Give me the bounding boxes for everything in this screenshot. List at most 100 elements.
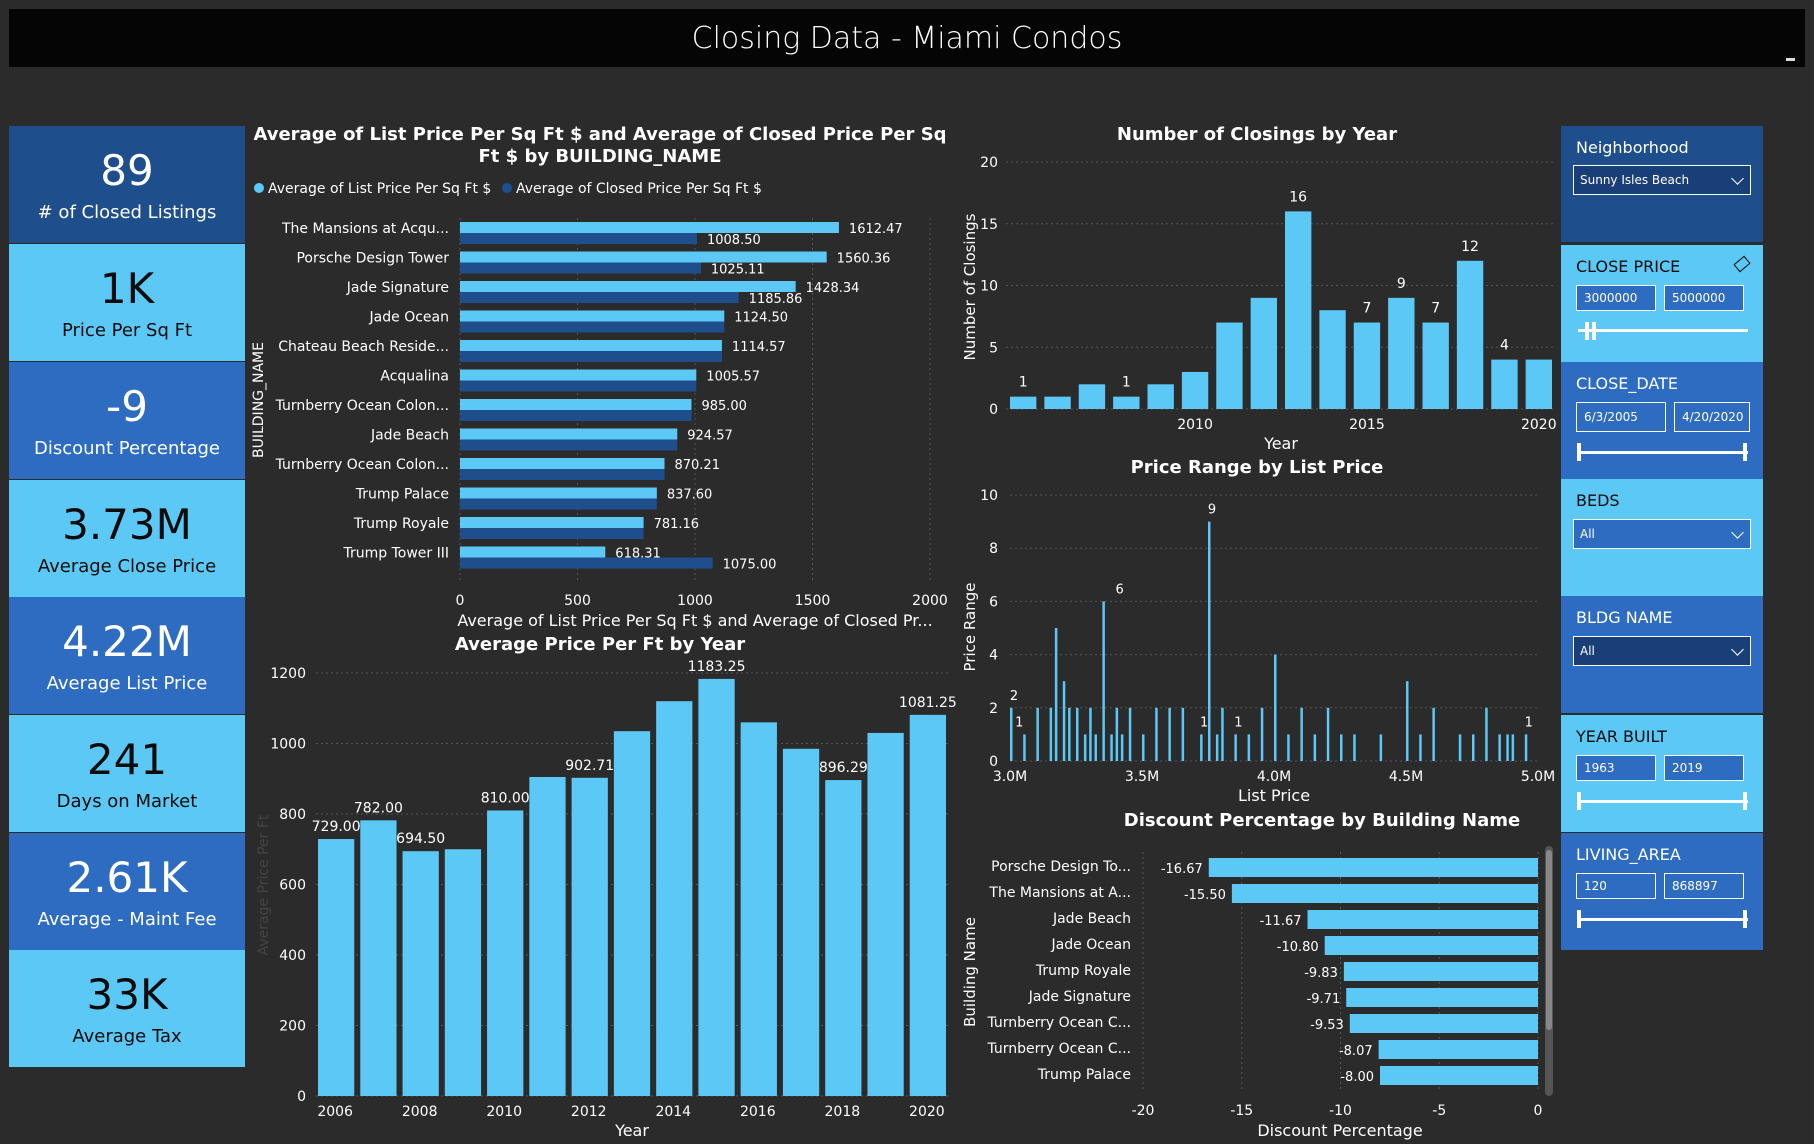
data-label: 1025.11 <box>711 263 765 278</box>
kpi-price-per-sqft: 1K Price Per Sq Ft <box>9 244 245 361</box>
x-tick-label: -20 <box>1132 1103 1155 1119</box>
x-axis-title: List Price <box>1238 786 1310 805</box>
y-axis-title: Number of Closings <box>961 213 979 360</box>
close-date-end-input[interactable]: 4/20/2020 <box>1674 402 1750 432</box>
data-label: 782.00 <box>354 800 403 816</box>
y-tick-label: 4 <box>989 648 998 664</box>
y-tick-label: 2 <box>989 701 998 717</box>
data-label: 1 <box>1200 715 1208 730</box>
data-label: -9.53 <box>1310 1018 1344 1033</box>
data-label: 1612.47 <box>849 222 903 237</box>
bar <box>1274 654 1277 761</box>
y-tick-label: 10 <box>980 488 998 504</box>
year-built-min-input[interactable]: 1963 <box>1576 755 1656 781</box>
living-area-slider-track[interactable] <box>1578 918 1748 921</box>
legend-label: Average of Closed Price Per Sq Ft $ <box>516 181 762 197</box>
kpi-value: -9 <box>106 382 148 431</box>
bar <box>1287 734 1290 761</box>
kpi-value: 241 <box>86 735 168 784</box>
kpi-days-on-market: 241 Days on Market <box>9 715 245 832</box>
eraser-icon[interactable] <box>1733 255 1751 273</box>
data-label: -10.80 <box>1277 940 1319 955</box>
x-tick-label: 1500 <box>795 593 831 609</box>
close-price-slider-handle-max[interactable] <box>1592 322 1596 340</box>
y-tick-label: 0 <box>989 402 998 418</box>
x-tick-label: -5 <box>1432 1103 1446 1119</box>
data-label: 1075.00 <box>723 558 777 573</box>
x-tick-label: -15 <box>1230 1103 1253 1119</box>
close-date-slider-track[interactable] <box>1578 451 1748 454</box>
bar <box>460 517 644 528</box>
bldg-name-dropdown[interactable]: All <box>1573 636 1751 666</box>
category-label: Trump Royale <box>1035 963 1131 979</box>
kpi-label: Average Tax <box>72 1026 182 1047</box>
chevron-down-icon <box>1731 643 1744 656</box>
bar <box>613 731 651 1096</box>
y-tick-label: 8 <box>989 541 998 557</box>
data-label: -8.00 <box>1340 1070 1374 1085</box>
x-tick-label: 2012 <box>571 1104 607 1120</box>
living-area-slider-handle-min[interactable] <box>1577 910 1581 928</box>
closings-chart-title: Number of Closings by Year <box>1116 124 1398 145</box>
bar <box>460 321 725 333</box>
close-price-min-input[interactable]: 3000000 <box>1576 285 1656 311</box>
bar <box>1115 707 1119 761</box>
living-area-max-input[interactable]: 868897 <box>1664 873 1744 899</box>
bar <box>782 748 820 1096</box>
living-area-slider-handle-max[interactable] <box>1743 910 1747 928</box>
bar <box>360 820 397 1096</box>
bar <box>1491 359 1518 409</box>
bar <box>460 380 697 392</box>
kpi-value: 89 <box>100 146 154 195</box>
bar <box>1231 884 1538 903</box>
close-date-slider-handle-max[interactable] <box>1743 443 1747 461</box>
bar <box>1406 681 1409 761</box>
beds-dropdown[interactable]: All <box>1573 519 1751 549</box>
bar <box>1089 707 1092 761</box>
data-label: 1005.57 <box>706 370 760 385</box>
category-label: Trump Palace <box>1037 1067 1131 1083</box>
bar <box>460 439 678 451</box>
data-label: 1428.34 <box>806 281 860 296</box>
close-price-max-input[interactable]: 5000000 <box>1664 285 1744 311</box>
data-label: 1 <box>1015 715 1023 730</box>
bar <box>460 428 678 440</box>
x-tick-label: 5.0M <box>1521 769 1555 785</box>
close-price-slider-track[interactable] <box>1578 329 1748 332</box>
close-date-slider-handle-min[interactable] <box>1577 443 1581 461</box>
bar <box>1250 297 1277 409</box>
bar <box>1036 707 1039 761</box>
y-tick-label: 200 <box>279 1019 306 1035</box>
data-label: 694.50 <box>396 831 445 847</box>
x-tick-label: 500 <box>564 593 591 609</box>
category-label: Trump Royale <box>353 516 449 532</box>
close-price-slider-handle-min[interactable] <box>1585 322 1589 340</box>
year-built-slider-handle-max[interactable] <box>1743 792 1747 810</box>
minimize-icon[interactable] <box>1786 58 1795 61</box>
chevron-down-icon <box>1731 172 1744 185</box>
data-label: 7 <box>1362 301 1371 317</box>
bar <box>1472 734 1475 761</box>
bar <box>1343 962 1538 981</box>
bar <box>1068 707 1071 761</box>
bar <box>1215 734 1219 761</box>
dropdown-value: All <box>1580 644 1595 658</box>
kpi-label: Price Per Sq Ft <box>61 320 193 341</box>
close-date-start-input[interactable]: 6/3/2005 <box>1576 402 1666 432</box>
bar <box>740 722 777 1096</box>
bar <box>460 469 665 480</box>
x-tick-label: 2000 <box>912 593 948 609</box>
bar <box>460 458 665 469</box>
bar <box>1300 707 1303 761</box>
year-built-max-input[interactable]: 2019 <box>1664 755 1744 781</box>
neighborhood-dropdown[interactable]: Sunny Isles Beach <box>1573 165 1751 195</box>
bar <box>1102 601 1105 761</box>
bar <box>1285 211 1312 409</box>
bar <box>460 310 725 322</box>
year-built-slider-handle-min[interactable] <box>1577 792 1581 810</box>
year-built-slider-track[interactable] <box>1578 800 1748 803</box>
living-area-min-input[interactable]: 120 <box>1576 873 1656 899</box>
bar <box>1010 707 1013 761</box>
y-tick-label: 0 <box>989 754 998 770</box>
y-tick-label: 600 <box>279 878 306 894</box>
